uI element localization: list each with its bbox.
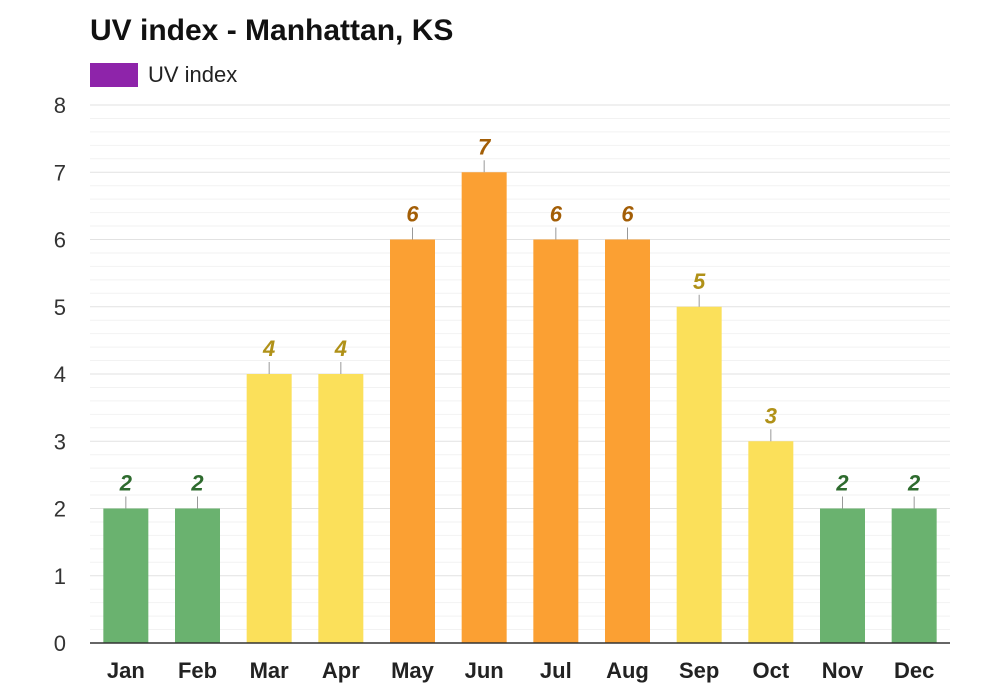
x-tick-label-apr: Apr bbox=[322, 658, 360, 683]
data-label-apr: 4 bbox=[334, 336, 347, 361]
bar-jun bbox=[461, 172, 507, 643]
bar-oct bbox=[748, 441, 794, 643]
bar-jan bbox=[103, 508, 149, 643]
legend-label: UV index bbox=[148, 62, 238, 87]
data-label-oct: 3 bbox=[765, 403, 777, 428]
y-tick-label: 2 bbox=[54, 497, 66, 522]
data-label-nov: 2 bbox=[835, 471, 849, 496]
y-tick-label: 8 bbox=[54, 93, 66, 118]
bar-sep bbox=[676, 306, 722, 643]
data-label-jan: 2 bbox=[119, 471, 133, 496]
x-tick-label-feb: Feb bbox=[178, 658, 217, 683]
x-tick-label-mar: Mar bbox=[250, 658, 290, 683]
x-tick-label-jan: Jan bbox=[107, 658, 145, 683]
bar-apr bbox=[318, 374, 364, 643]
y-tick-label: 5 bbox=[54, 295, 66, 320]
bar-mar bbox=[246, 374, 292, 643]
data-label-jul: 6 bbox=[550, 202, 563, 227]
legend-swatch bbox=[90, 63, 138, 87]
y-tick-label: 4 bbox=[54, 362, 66, 387]
data-label-dec: 2 bbox=[907, 471, 921, 496]
bar-feb bbox=[175, 508, 220, 643]
chart-title: UV index - Manhattan, KS bbox=[90, 14, 454, 47]
x-tick-label-nov: Nov bbox=[822, 658, 864, 683]
data-label-aug: 6 bbox=[621, 202, 634, 227]
x-tick-label-dec: Dec bbox=[894, 658, 934, 683]
data-label-mar: 4 bbox=[262, 336, 275, 361]
bar-nov bbox=[820, 508, 865, 643]
y-tick-label: 0 bbox=[54, 631, 66, 656]
x-tick-label-jun: Jun bbox=[465, 658, 504, 683]
bar-aug bbox=[605, 239, 650, 643]
data-label-sep: 5 bbox=[693, 269, 706, 294]
data-label-may: 6 bbox=[406, 202, 419, 227]
data-label-feb: 2 bbox=[190, 471, 204, 496]
y-tick-label: 7 bbox=[54, 160, 66, 185]
data-label-jun: 7 bbox=[478, 134, 492, 159]
legend: UV index bbox=[90, 62, 237, 88]
bar-jul bbox=[533, 239, 579, 643]
x-tick-label-oct: Oct bbox=[752, 658, 789, 683]
y-tick-label: 1 bbox=[54, 564, 66, 589]
x-tick-label-may: May bbox=[391, 658, 435, 683]
bar-dec bbox=[891, 508, 937, 643]
x-tick-label-aug: Aug bbox=[606, 658, 649, 683]
y-tick-label: 3 bbox=[54, 429, 66, 454]
x-tick-label-sep: Sep bbox=[679, 658, 719, 683]
bar-may bbox=[390, 239, 435, 643]
y-tick-label: 6 bbox=[54, 228, 66, 253]
x-tick-label-jul: Jul bbox=[540, 658, 572, 683]
